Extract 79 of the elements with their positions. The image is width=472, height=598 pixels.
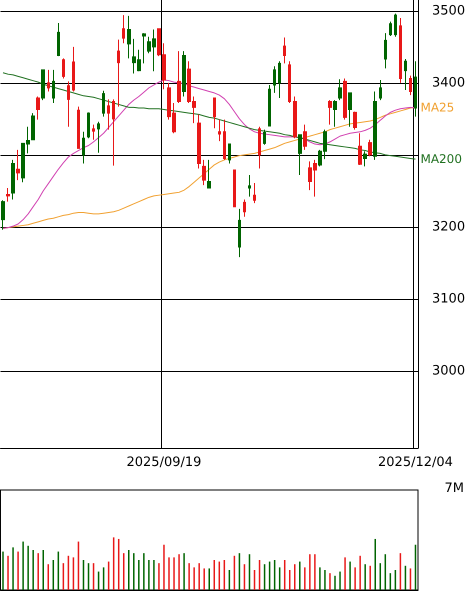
candlestick bbox=[6, 187, 10, 202]
candlestick bbox=[414, 60, 417, 118]
candlestick bbox=[127, 15, 131, 59]
candlestick bbox=[213, 97, 216, 129]
line-series bbox=[2, 72, 416, 160]
candlestick bbox=[283, 36, 286, 64]
candlestick bbox=[92, 124, 95, 140]
candlestick bbox=[278, 60, 281, 98]
candlestick bbox=[253, 182, 256, 204]
candlestick bbox=[107, 98, 110, 130]
candlestick bbox=[31, 112, 35, 140]
candlestick bbox=[97, 121, 100, 154]
candlestick bbox=[117, 39, 120, 108]
candlestick bbox=[67, 80, 70, 128]
candlestick bbox=[303, 124, 307, 150]
candlestick bbox=[248, 174, 251, 198]
y-tick-label: 3100 bbox=[432, 291, 466, 306]
candlestick bbox=[368, 139, 372, 157]
y-tick-label: 3500 bbox=[432, 3, 466, 18]
candlestick bbox=[11, 159, 15, 200]
candlestick bbox=[348, 92, 352, 128]
candlestick bbox=[338, 78, 342, 101]
candlestick bbox=[333, 100, 337, 128]
candlestick bbox=[363, 150, 367, 167]
candlestick bbox=[233, 169, 236, 208]
text: 7M bbox=[444, 481, 464, 496]
candlestick bbox=[268, 84, 271, 127]
candlestick bbox=[379, 79, 382, 101]
candlestick bbox=[263, 129, 266, 146]
candlestick bbox=[16, 149, 20, 181]
candlestick bbox=[389, 21, 392, 37]
candlestick bbox=[1, 200, 5, 230]
candlestick bbox=[72, 46, 75, 92]
x-tick-label: 2025/09/19 bbox=[126, 455, 202, 470]
candlestick bbox=[177, 50, 181, 104]
candlestick bbox=[243, 199, 246, 218]
candlestick bbox=[358, 132, 362, 166]
candlestick bbox=[293, 96, 297, 139]
candlestick bbox=[399, 18, 402, 84]
y-tick-label: 3200 bbox=[432, 219, 466, 234]
candlestick bbox=[82, 131, 85, 164]
candlestick bbox=[36, 96, 40, 120]
candlestick bbox=[197, 114, 201, 170]
candlestick bbox=[142, 32, 146, 64]
candlestick bbox=[404, 58, 407, 91]
candlestick bbox=[102, 90, 105, 118]
candlestick bbox=[228, 144, 231, 164]
series-label: MA200 bbox=[420, 152, 462, 166]
candlestick bbox=[353, 111, 357, 130]
candlestick bbox=[373, 90, 377, 160]
candlestick bbox=[238, 208, 241, 258]
candlestick bbox=[409, 75, 412, 96]
y-tick-label: 3400 bbox=[432, 75, 466, 90]
candlestick bbox=[384, 32, 387, 69]
candlestick bbox=[258, 126, 261, 170]
candlestick bbox=[343, 78, 347, 120]
candlestick bbox=[62, 58, 65, 80]
candlestick bbox=[218, 119, 221, 142]
candlestick bbox=[87, 112, 90, 139]
candlestick bbox=[112, 98, 115, 166]
candlestick bbox=[207, 159, 211, 188]
candlestick bbox=[57, 22, 60, 57]
y-tick-label: 3000 bbox=[432, 363, 466, 378]
line-series bbox=[2, 79, 416, 229]
candlestick bbox=[328, 100, 332, 126]
candlestick bbox=[52, 69, 55, 104]
candlestick bbox=[182, 50, 186, 98]
candlestick bbox=[77, 106, 80, 149]
candlestick bbox=[41, 69, 45, 101]
candlestick bbox=[273, 66, 276, 94]
series-label: MA25 bbox=[420, 100, 454, 114]
candlestick bbox=[298, 134, 302, 176]
candlestick bbox=[47, 69, 50, 92]
candlestick bbox=[202, 159, 206, 186]
candlestick bbox=[288, 60, 291, 104]
candlestick bbox=[122, 14, 125, 44]
candlestick bbox=[223, 119, 226, 160]
x-tick-label: 2025/12/04 bbox=[378, 455, 453, 470]
candlestick bbox=[394, 13, 397, 38]
